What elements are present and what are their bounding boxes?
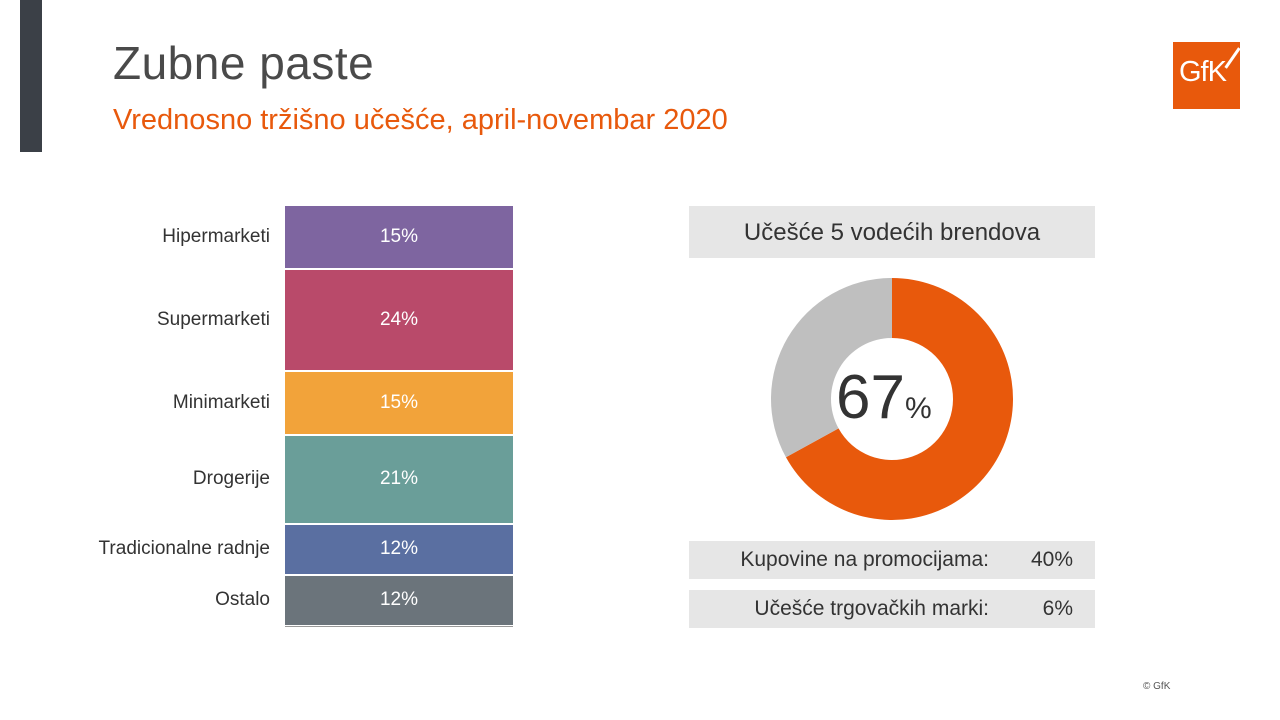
- segment-value-label: 24%: [379, 308, 419, 330]
- copyright: © GfK: [1143, 681, 1171, 692]
- stack-baseline: [285, 626, 513, 627]
- stack-segment: [285, 575, 513, 627]
- donut-center-number: 67: [836, 363, 905, 432]
- segment-category-label: Drogerije: [192, 468, 270, 490]
- page-title: Zubne paste: [113, 37, 375, 89]
- stat-value: 6%: [1042, 597, 1073, 620]
- stat-label: Učešće trgovačkih marki:: [754, 597, 989, 620]
- donut-chart: [771, 278, 1013, 520]
- stat-label: Kupovine na promocijama:: [740, 548, 989, 571]
- stack-segment: [285, 206, 513, 270]
- stat-row-private-labels: Učešće trgovačkih marki: 6%: [689, 590, 1095, 628]
- donut-slice-other: [771, 278, 892, 458]
- segment-value-label: 15%: [379, 225, 419, 247]
- stack-segment: [285, 371, 513, 436]
- donut-title: Učešće 5 vodećih brendova: [743, 219, 1041, 246]
- segment-value-label: 12%: [379, 538, 419, 560]
- donut-title-box: Učešće 5 vodećih brendova: [689, 206, 1095, 258]
- segment-category-label: Minimarketi: [172, 391, 270, 413]
- donut-slice-top5: [785, 278, 1013, 520]
- stack-segment: [285, 269, 513, 372]
- donut-center-value: 67%: [836, 362, 932, 433]
- logo-slash: [1224, 47, 1240, 69]
- segment-value-label: 21%: [379, 468, 419, 490]
- logo-text: GfK: [1179, 56, 1227, 88]
- gfk-logo: GfK: [1173, 42, 1240, 109]
- page-subtitle: Vrednosno tržišno učešće, april-novembar…: [113, 104, 728, 136]
- segment-category-label: Supermarketi: [157, 308, 270, 330]
- segment-value-label: 12%: [379, 589, 419, 611]
- segment-category-label: Tradicionalne radnje: [98, 538, 270, 560]
- donut-center-unit: %: [904, 392, 932, 425]
- segment-value-label: 15%: [379, 391, 419, 413]
- stat-value: 40%: [1030, 548, 1073, 571]
- stack-segment: [285, 435, 513, 525]
- stack-segment: [285, 524, 513, 576]
- segment-category-label: Ostalo: [215, 589, 270, 611]
- accent-bar: [20, 0, 42, 152]
- segment-category-label: Hipermarketi: [162, 225, 270, 247]
- stat-row-promotions: Kupovine na promocijama: 40%: [689, 541, 1095, 579]
